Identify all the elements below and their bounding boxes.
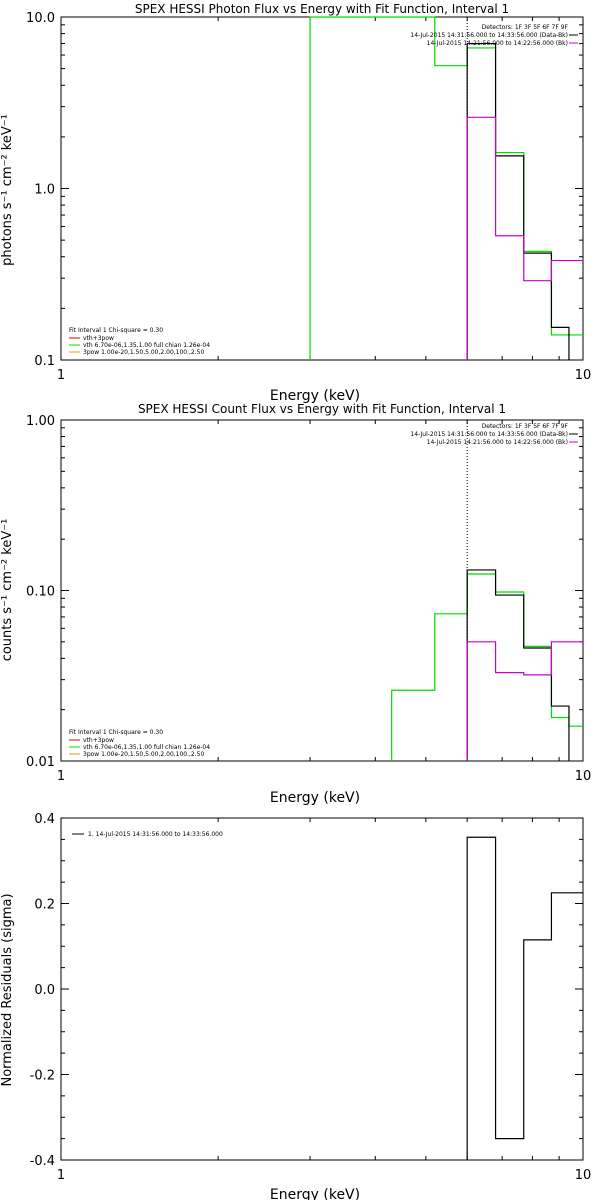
photon-legend-bottom: Fit Interval 1 Chi-square = 0.30 vth+3po… xyxy=(69,327,210,356)
photon-legend-top: Detectors: 1F 3F 5F 6F 7F 9F 14-Jul-2015… xyxy=(410,24,578,47)
photon-series-0-line xyxy=(309,16,583,360)
residuals-ytick-label: -0.2 xyxy=(30,1069,55,1084)
count-legend-top: Detectors: 1F 3F 5F 6F 7F 9F 14-Jul-2015… xyxy=(410,423,578,446)
residuals-series-0-line xyxy=(466,836,583,1160)
count-legend-item-1: vth+3pow xyxy=(83,737,114,744)
count-ytick-label: 0.10 xyxy=(26,585,55,600)
photon-ytick-label: 10.0 xyxy=(26,11,55,26)
photon-legend-fit-header: Fit Interval 1 Chi-square = 0.30 xyxy=(69,327,163,334)
count-xtick-label: 10 xyxy=(575,769,592,784)
count-plot-frame xyxy=(60,419,584,762)
photon-legend-interval-bk: 14-Jul-2015 14:21:56.000 to 14:22:56.000… xyxy=(427,40,568,47)
count-y-axis-label: counts s⁻¹ cm⁻² keV⁻¹ xyxy=(0,519,15,662)
residuals-ytick-label: 0.2 xyxy=(34,898,55,913)
residuals-plot-frame xyxy=(60,817,584,1161)
count-panel: SPEX HESSI Count Flux vs Energy with Fit… xyxy=(0,402,591,806)
residuals-legend-label: 1. 14-Jul-2015 14:31:56.000 to 14:33:56.… xyxy=(88,831,223,838)
photon-title: SPEX HESSI Photon Flux vs Energy with Fi… xyxy=(135,2,509,16)
photon-legend-detectors: Detectors: 1F 3F 5F 6F 7F 9F xyxy=(482,24,569,31)
count-x-axis-label: Energy (keV) xyxy=(270,790,360,806)
photon-xtick-label: 10 xyxy=(575,368,592,383)
count-legend-detectors: Detectors: 1F 3F 5F 6F 7F 9F xyxy=(482,423,569,430)
photon-legend-item-2: vth 6.70e-06,1.35,1.00 full chian 1.26e-… xyxy=(83,342,210,349)
count-title: SPEX HESSI Count Flux vs Energy with Fit… xyxy=(138,402,506,416)
count-ytick-label: 1.00 xyxy=(26,414,55,429)
photon-ytick-label: 0.1 xyxy=(34,354,55,369)
photon-series-1-line xyxy=(466,42,570,360)
photon-ytick-label: 1.0 xyxy=(34,183,55,198)
count-legend-interval-data: 14-Jul-2015 14:31:56.000 to 14:33:56.000… xyxy=(410,431,568,438)
photon-legend-item-3: 3pow 1.00e-20,1.50,5.00,2.00,100.,2.50 xyxy=(83,349,204,356)
count-ytick-label: 0.01 xyxy=(26,755,55,770)
photon-plot-frame xyxy=(60,16,584,361)
photon-panel: SPEX HESSI Photon Flux vs Energy with Fi… xyxy=(0,2,591,404)
photon-y-axis-label: photons s⁻¹ cm⁻² keV⁻¹ xyxy=(0,114,15,266)
count-legend-item-2: vth 6.70e-06,1.35,1.00 full chian 1.26e-… xyxy=(83,744,210,751)
count-series-1-line xyxy=(466,569,570,761)
count-series-0-line xyxy=(391,573,583,761)
count-legend-fit-header: Fit Interval 1 Chi-square = 0.30 xyxy=(69,729,163,736)
count-legend-interval-bk: 14-Jul-2015 14:21:56.000 to 14:22:56.000… xyxy=(427,439,568,446)
count-legend-bottom: Fit Interval 1 Chi-square = 0.30 vth+3po… xyxy=(69,729,210,758)
residuals-ytick-label: 0.4 xyxy=(34,812,55,827)
residuals-legend: 1. 14-Jul-2015 14:31:56.000 to 14:33:56.… xyxy=(72,831,223,838)
photon-legend-interval-data: 14-Jul-2015 14:31:56.000 to 14:33:56.000… xyxy=(410,32,568,39)
residuals-panel: 1 10 -0.4 -0.2 0.0 0.2 0.4 Energy (keV) Normal… xyxy=(0,812,591,1200)
photon-series xyxy=(309,16,583,360)
residuals-ytick-label: 0.0 xyxy=(34,983,55,998)
photon-x-axis-label: Energy (keV) xyxy=(270,388,360,404)
count-axis-ticks: 1 10 0.01 0.10 1.00 xyxy=(26,414,591,784)
photon-axis-ticks: 1 10 0.1 1.0 10.0 xyxy=(26,11,591,383)
residuals-ytick-label: -0.4 xyxy=(30,1154,55,1169)
count-series xyxy=(391,420,583,761)
photon-xtick-label: 1 xyxy=(57,368,65,383)
residuals-x-axis-label: Energy (keV) xyxy=(270,1187,360,1200)
residuals-axis-ticks: 1 10 -0.4 -0.2 0.0 0.2 0.4 xyxy=(30,812,592,1183)
count-legend-item-3: 3pow 1.00e-20,1.50,5.00,2.00,100.,2.50 xyxy=(83,751,204,758)
photon-series-2-line xyxy=(466,116,583,360)
residuals-y-axis-label: Normalized Residuals (sigma) xyxy=(0,893,15,1086)
count-series-2-line xyxy=(466,641,583,761)
residuals-series xyxy=(466,836,583,1160)
residuals-xtick-label: 10 xyxy=(575,1168,592,1183)
residuals-xtick-label: 1 xyxy=(57,1168,65,1183)
photon-legend-item-1: vth+3pow xyxy=(83,335,114,342)
count-xtick-label: 1 xyxy=(57,769,65,784)
